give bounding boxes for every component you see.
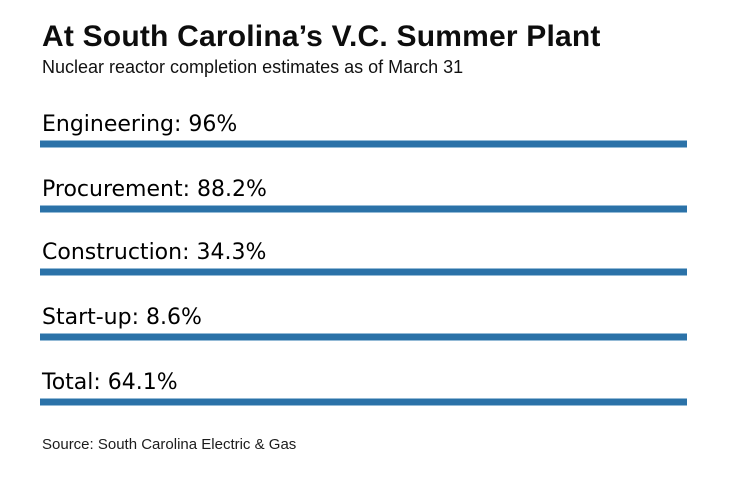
row-label-total: Total: 64.1%: [42, 370, 178, 395]
divider-bar: [40, 398, 687, 406]
divider-bar: [40, 140, 687, 148]
row-label-construction: Construction: 34.3%: [42, 240, 267, 265]
row-label-startup: Start-up: 8.6%: [42, 305, 202, 330]
divider-bar: [40, 268, 687, 276]
divider-bar: [40, 205, 687, 213]
chart-subtitle: Nuclear reactor completion estimates as …: [42, 57, 464, 77]
row-label-engineering: Engineering: 96%: [42, 112, 238, 137]
row-label-procurement: Procurement: 88.2%: [42, 177, 267, 202]
source-note: Source: South Carolina Electric & Gas: [42, 436, 297, 453]
chart-title: At South Carolina’s V.C. Summer Plant: [42, 20, 601, 53]
divider-bar: [40, 333, 687, 341]
completion-row-procurement: Procurement: 88.2%: [40, 177, 687, 213]
completion-row-startup: Start-up: 8.6%: [40, 305, 687, 341]
completion-row-engineering: Engineering: 96%: [40, 112, 687, 148]
completion-row-total: Total: 64.1%: [40, 370, 687, 406]
completion-row-construction: Construction: 34.3%: [40, 240, 687, 276]
